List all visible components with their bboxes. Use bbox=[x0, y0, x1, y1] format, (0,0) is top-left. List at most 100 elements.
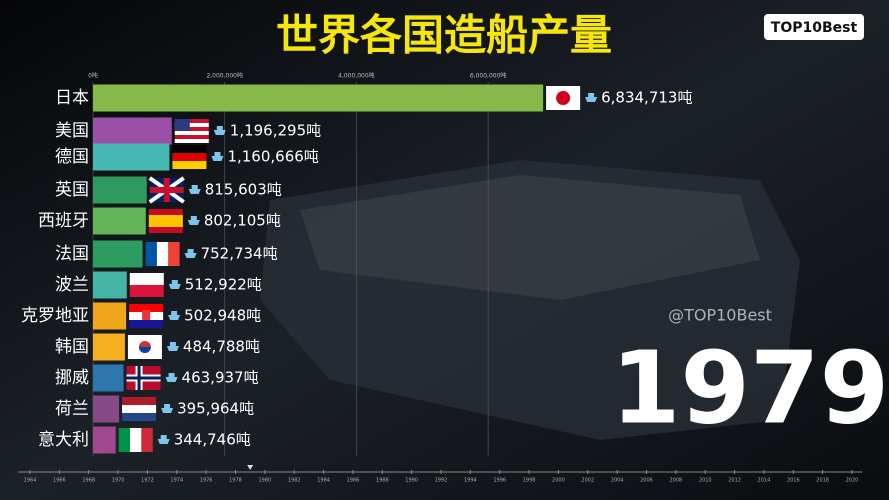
ship-icon bbox=[166, 342, 179, 351]
timeline-label: 1994 bbox=[464, 478, 477, 484]
timeline-label: 1996 bbox=[493, 478, 506, 484]
ship-icon bbox=[188, 185, 201, 194]
y-tick-label: 韩国 bbox=[55, 337, 89, 357]
credit: @TOP10Best bbox=[668, 306, 772, 325]
bar bbox=[93, 207, 146, 235]
timeline-label: 1968 bbox=[82, 478, 95, 484]
x-tick-label: 0吨 bbox=[88, 72, 98, 80]
y-tick-label: 波兰 bbox=[55, 275, 89, 295]
timeline-label: 1978 bbox=[229, 478, 242, 484]
bar bbox=[93, 364, 124, 392]
value-label: 815,603吨 bbox=[205, 181, 282, 199]
bar bbox=[93, 302, 127, 330]
flag bbox=[172, 145, 207, 169]
flag bbox=[129, 273, 164, 297]
y-tick-label: 德国 bbox=[55, 147, 89, 167]
flag bbox=[122, 397, 157, 421]
y-tick-label: 意大利 bbox=[38, 430, 89, 450]
value-label: 802,105吨 bbox=[204, 212, 281, 230]
flag bbox=[148, 176, 185, 204]
timeline-label: 2000 bbox=[552, 478, 565, 484]
flag bbox=[118, 428, 153, 452]
y-tick-label: 英国 bbox=[55, 180, 89, 200]
value-label: 463,937吨 bbox=[182, 369, 259, 387]
ship-icon bbox=[585, 93, 598, 102]
timeline-label: 2010 bbox=[699, 478, 712, 484]
timeline-label: 1992 bbox=[435, 478, 448, 484]
y-tick-label: 法国 bbox=[55, 244, 89, 264]
flag bbox=[129, 273, 164, 285]
flag bbox=[122, 405, 157, 413]
bar bbox=[93, 84, 544, 112]
flag bbox=[118, 428, 131, 452]
timeline-label: 1964 bbox=[24, 478, 37, 484]
timeline-label: 2020 bbox=[846, 478, 859, 484]
value-label: 1,196,295吨 bbox=[230, 122, 321, 140]
y-tick-label: 西班牙 bbox=[38, 211, 89, 231]
timeline-label: 1970 bbox=[112, 478, 125, 484]
value-label: 752,734吨 bbox=[201, 245, 278, 263]
value-label: 502,948吨 bbox=[184, 307, 261, 325]
flag bbox=[126, 376, 161, 380]
value-label: 1,160,666吨 bbox=[227, 148, 318, 166]
timeline-marker bbox=[247, 465, 254, 470]
flag bbox=[149, 187, 184, 193]
timeline-label: 2002 bbox=[581, 478, 594, 484]
flag bbox=[148, 215, 183, 227]
bar bbox=[93, 176, 147, 204]
flag bbox=[129, 285, 164, 297]
x-tick-label: 4,000,000吨 bbox=[338, 72, 375, 80]
flag bbox=[129, 304, 164, 312]
timeline-label: 1974 bbox=[170, 478, 183, 484]
timeline-label: 1972 bbox=[141, 478, 154, 484]
flag bbox=[126, 366, 161, 390]
timeline-label: 1976 bbox=[200, 478, 213, 484]
ship-icon bbox=[161, 404, 174, 413]
flag bbox=[172, 145, 207, 153]
ship-icon bbox=[184, 249, 197, 258]
ship-icon bbox=[165, 373, 178, 382]
ship-icon bbox=[187, 216, 200, 225]
flag bbox=[172, 153, 207, 161]
bar bbox=[93, 333, 125, 361]
ship-icon bbox=[168, 280, 181, 289]
y-tick-label: 克罗地亚 bbox=[21, 306, 89, 326]
flag bbox=[546, 86, 581, 110]
flag bbox=[129, 320, 164, 328]
timeline-label: 2012 bbox=[728, 478, 741, 484]
y-tick-label: 荷兰 bbox=[55, 399, 89, 419]
ship-icon bbox=[157, 435, 170, 444]
timeline-label: 1980 bbox=[258, 478, 271, 484]
ship-icon bbox=[213, 126, 226, 135]
flag bbox=[156, 242, 169, 266]
timeline-label: 1984 bbox=[317, 478, 330, 484]
ship-icon bbox=[211, 152, 224, 161]
bar bbox=[93, 117, 172, 145]
value-label: 395,964吨 bbox=[177, 400, 254, 418]
flag bbox=[142, 310, 151, 320]
flag bbox=[174, 139, 209, 143]
flag bbox=[145, 242, 180, 266]
y-tick-label: 日本 bbox=[55, 88, 89, 108]
bar bbox=[93, 271, 127, 299]
timeline-label: 1966 bbox=[53, 478, 66, 484]
timeline-label: 1990 bbox=[405, 478, 418, 484]
chart-title: 世界各国造船产量 bbox=[276, 11, 612, 60]
flag bbox=[129, 304, 164, 328]
timeline-label: 1998 bbox=[523, 478, 536, 484]
y-tick-label: 挪威 bbox=[55, 368, 89, 388]
flag bbox=[127, 335, 162, 359]
timeline-label: 2014 bbox=[758, 478, 771, 484]
flag bbox=[130, 428, 142, 452]
year: 1979 bbox=[611, 329, 889, 446]
bar bbox=[93, 143, 170, 171]
bar bbox=[93, 395, 120, 423]
timeline-label: 2004 bbox=[611, 478, 624, 484]
flag bbox=[174, 123, 209, 127]
ship-icon bbox=[168, 311, 181, 320]
watermark: TOP10Best bbox=[771, 20, 858, 36]
flag bbox=[122, 413, 157, 421]
watermark-box bbox=[764, 14, 864, 40]
